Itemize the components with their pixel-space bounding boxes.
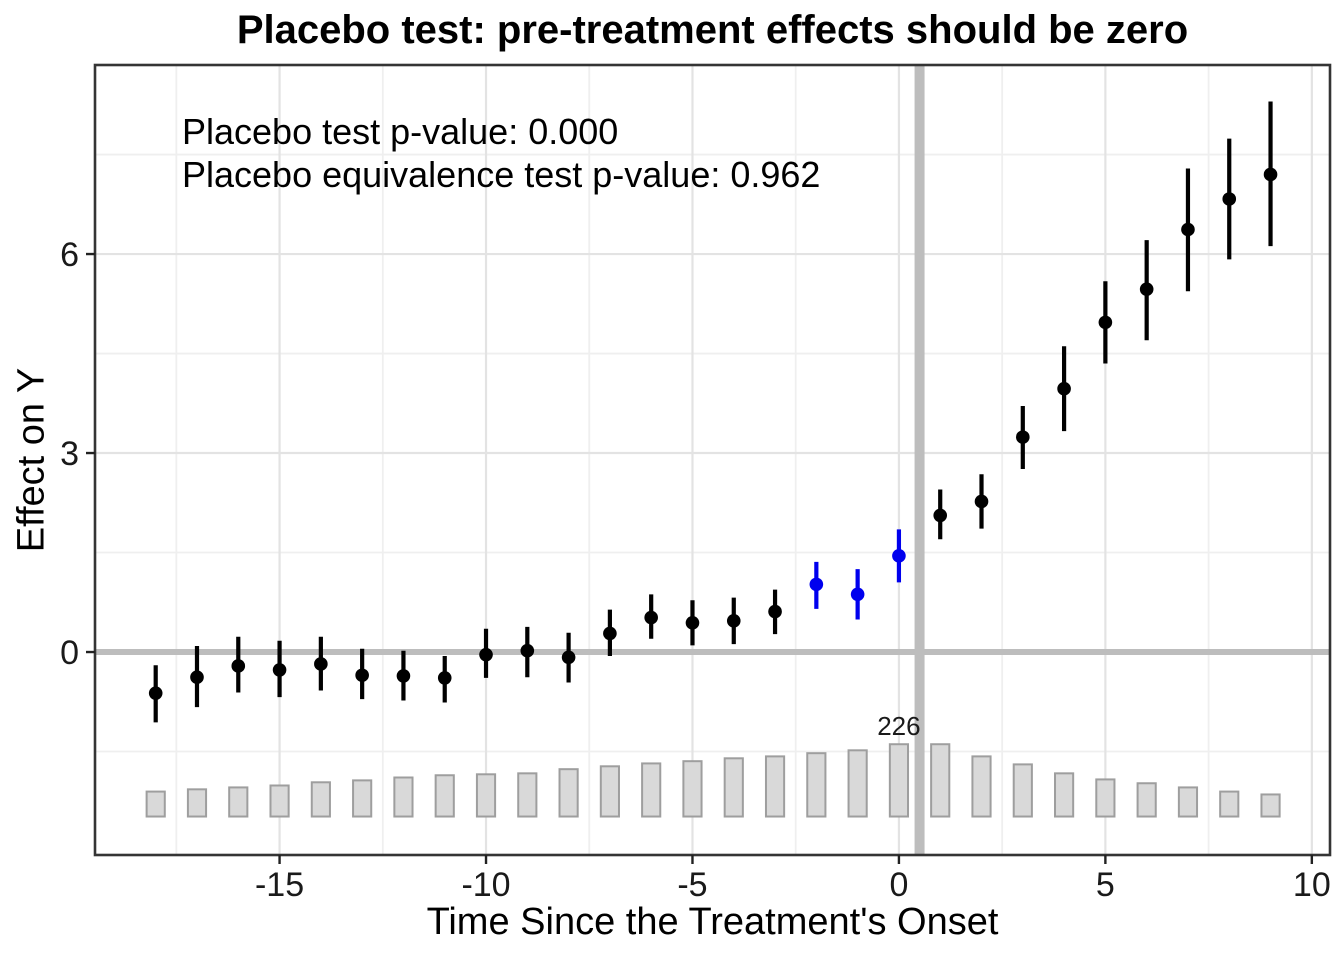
histogram-bar xyxy=(1095,778,1116,818)
histogram-bar xyxy=(888,743,910,818)
estimate-point xyxy=(974,494,989,509)
histogram-bar xyxy=(682,760,703,818)
estimate-point xyxy=(1263,167,1278,182)
estimate-point xyxy=(726,614,741,628)
histogram-bar xyxy=(847,749,868,818)
histogram-bar xyxy=(310,781,331,818)
x-axis-title: Time Since the Treatment's Onset xyxy=(426,901,999,943)
estimate-point xyxy=(1098,315,1113,330)
y-tick-label: 3 xyxy=(60,435,79,473)
histogram-bar xyxy=(599,765,620,818)
estimate-point xyxy=(520,643,535,658)
histogram-bar xyxy=(1219,790,1240,818)
histogram-bar xyxy=(558,768,579,818)
x-tick-label: -15 xyxy=(255,866,304,904)
estimate-point xyxy=(685,616,700,630)
histogram-bar xyxy=(1012,763,1033,818)
y-tick-label: 0 xyxy=(60,634,79,672)
estimate-point xyxy=(148,686,163,700)
histogram-bar xyxy=(269,784,290,818)
histogram-bar xyxy=(1177,786,1199,818)
histogram-bar xyxy=(1260,793,1281,818)
panel-border xyxy=(93,63,1332,857)
histogram-bar xyxy=(186,788,208,818)
estimate-point xyxy=(355,668,369,683)
chart-title: Placebo test: pre-treatment effects shou… xyxy=(236,8,1189,52)
estimate-point xyxy=(644,610,658,625)
histogram-bar xyxy=(1136,782,1157,818)
histogram-bar xyxy=(1054,772,1075,818)
histogram-bar xyxy=(723,757,744,818)
x-tick-label: 0 xyxy=(889,866,908,904)
placebo-test-pvalue: Placebo test p-value: 0.000 xyxy=(182,111,619,152)
estimate-point xyxy=(1222,192,1237,206)
estimate-point xyxy=(603,626,617,641)
estimate-point xyxy=(768,604,782,619)
estimate-point xyxy=(1057,381,1071,396)
estimate-point xyxy=(437,671,452,685)
histogram-bar xyxy=(806,752,827,818)
estimate-point xyxy=(1139,282,1154,296)
equivalence-test-pvalue: Placebo equivalence test p-value: 0.962 xyxy=(182,154,821,195)
x-tick-label: -10 xyxy=(461,866,510,904)
estimate-point xyxy=(231,659,246,673)
estimate-point xyxy=(479,647,493,662)
histogram-bar xyxy=(393,776,414,818)
histogram-bar xyxy=(228,786,249,818)
panel-background xyxy=(95,65,1330,855)
estimate-point xyxy=(933,508,948,523)
histogram-bar xyxy=(764,755,786,818)
pvalue-annotation: Placebo test p-value: 0.000 Placebo equi… xyxy=(182,110,820,196)
estimate-point xyxy=(1181,222,1195,237)
x-tick-label: -5 xyxy=(677,866,707,904)
x-tick-label: 10 xyxy=(1293,866,1331,904)
estimate-point xyxy=(190,670,204,685)
histogram-bar xyxy=(971,755,992,818)
x-tick-label: 5 xyxy=(1096,866,1115,904)
estimate-point xyxy=(892,549,906,563)
estimate-point xyxy=(1015,430,1030,444)
estimate-point xyxy=(314,657,328,671)
histogram-bar xyxy=(145,790,166,818)
histogram-bar xyxy=(352,779,373,818)
estimate-point xyxy=(396,669,411,683)
y-tick-label: 6 xyxy=(60,236,79,274)
max-count-label: 226 xyxy=(877,711,920,741)
y-axis-title: Effect on Y xyxy=(10,367,53,553)
histogram-bar xyxy=(517,772,538,818)
estimate-point xyxy=(561,650,576,665)
histogram-bar xyxy=(434,774,455,818)
estimate-point xyxy=(809,577,824,592)
histogram-bar xyxy=(641,762,662,818)
histogram-bar xyxy=(475,773,497,818)
estimate-point xyxy=(272,663,287,677)
histogram-bar xyxy=(930,743,951,818)
estimate-point xyxy=(850,587,865,602)
